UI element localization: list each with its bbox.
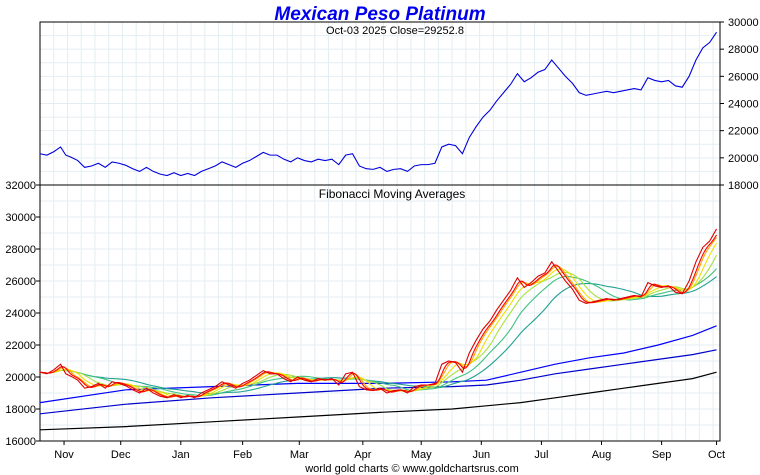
y-tick-label: 28000 <box>5 244 36 256</box>
y-tick-label: 24000 <box>5 308 36 320</box>
y-tick-label: 30000 <box>5 212 36 224</box>
y-tick-label: 22000 <box>728 126 759 138</box>
fib-close-line <box>39 228 718 399</box>
chart-title: Mexican Peso Platinum <box>274 4 485 25</box>
y-tick-label: 26000 <box>728 71 759 83</box>
y-tick-label: 32000 <box>5 180 36 192</box>
x-axis: Nov Dec Jan Feb Mar Apr May Jun Jul Aug Sep Oct <box>54 441 725 461</box>
footer-credit: world gold charts © www.goldchartsrus.co… <box>304 463 519 475</box>
y-tick-label: 16000 <box>5 436 36 448</box>
close-price-line <box>39 31 718 177</box>
y-tick-label: 24000 <box>728 99 759 111</box>
x-tick-label: Dec <box>111 449 131 461</box>
ma-line-55 <box>39 276 717 395</box>
y-tick-label: 20000 <box>728 153 759 165</box>
x-tick-label: Nov <box>54 449 74 461</box>
ma-line-ma-233 <box>39 371 717 431</box>
y-tick-label: 30000 <box>728 17 759 29</box>
bottom-y-axis: 16000 18000 20000 22000 24000 26000 28000 30000… <box>5 180 40 448</box>
ma-line-ma-144 <box>39 349 717 415</box>
x-tick-label: Jul <box>534 449 548 461</box>
x-tick-label: Mar <box>290 449 309 461</box>
y-tick-label: 18000 <box>5 404 36 416</box>
x-tick-label: Apr <box>354 449 371 461</box>
x-tick-label: May <box>411 449 432 461</box>
fib-series <box>39 228 718 431</box>
x-tick-label: Aug <box>592 449 612 461</box>
y-tick-label: 28000 <box>728 44 759 56</box>
ma-line-34 <box>39 268 717 397</box>
x-tick-label: Jun <box>472 449 490 461</box>
y-tick-label: 18000 <box>728 180 759 192</box>
y-tick-label: 20000 <box>5 372 36 384</box>
x-tick-label: Jan <box>172 449 190 461</box>
ma-line-5 <box>39 234 718 398</box>
fib-panel-title: Fibonacci Moving Averages <box>319 187 466 201</box>
chart-subtitle: Oct-03 2025 Close=29252.8 <box>326 25 464 37</box>
top-series <box>39 31 718 177</box>
x-tick-label: Feb <box>233 449 252 461</box>
y-tick-label: 26000 <box>5 276 36 288</box>
x-tick-label: Sep <box>652 449 672 461</box>
top-y-axis: 18000 20000 22000 24000 26000 28000 30000 <box>720 17 759 192</box>
x-tick-label: Oct <box>708 449 725 461</box>
y-tick-label: 22000 <box>5 340 36 352</box>
